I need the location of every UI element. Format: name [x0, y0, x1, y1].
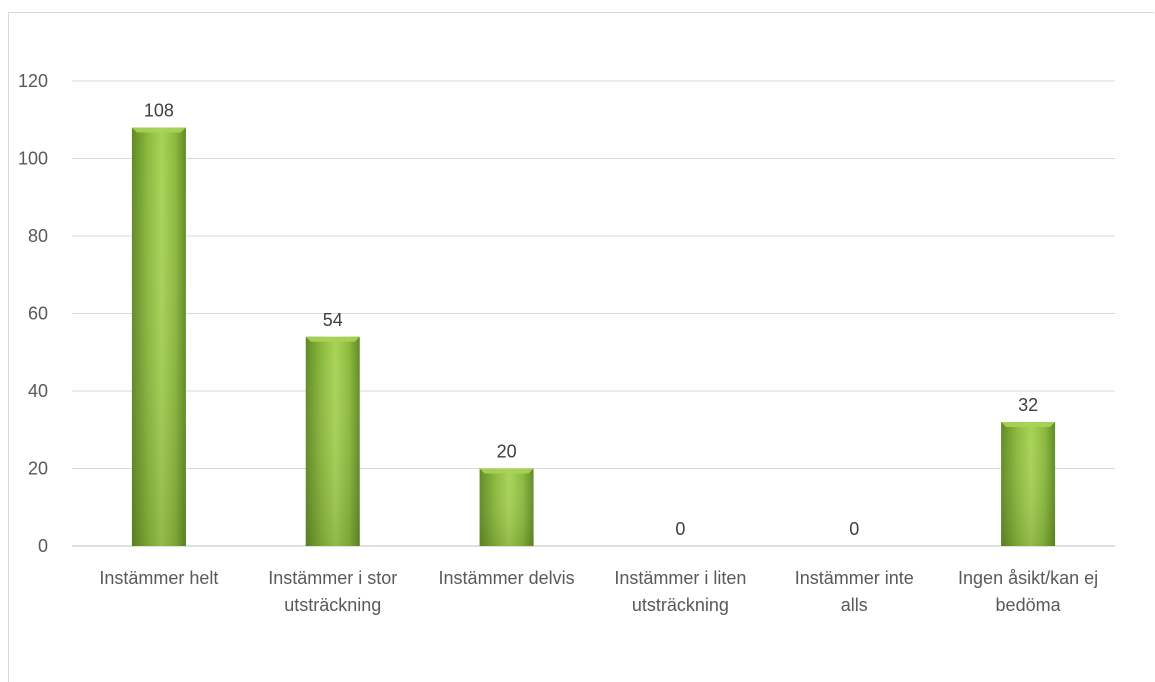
- bar-bevel: [305, 336, 360, 342]
- x-category-label: Instämmer i stor utsträckning: [268, 568, 397, 615]
- data-label: 108: [144, 101, 174, 121]
- y-tick-label: 120: [18, 71, 48, 91]
- bar-bevel: [479, 468, 534, 474]
- bar-bevel: [1001, 422, 1056, 427]
- x-category-label: Instämmer i liten utsträckning: [614, 568, 746, 615]
- data-label: 0: [675, 519, 685, 539]
- bar: [1001, 422, 1056, 546]
- gridlines: [72, 80, 1115, 547]
- x-category-label: Instämmer helt: [99, 568, 218, 588]
- y-tick-label: 80: [28, 226, 48, 246]
- data-label: 20: [497, 442, 517, 462]
- data-label: 0: [849, 519, 859, 539]
- bar: [305, 336, 360, 546]
- y-tick-label: 0: [38, 536, 48, 556]
- bar: [479, 468, 534, 546]
- bars: [131, 127, 1056, 546]
- x-axis-categories: Instämmer helt Instämmer i stor utsträckni…: [99, 568, 1098, 615]
- x-category-label: Ingen åsikt/kan ej bedöma: [958, 568, 1098, 615]
- y-tick-label: 60: [28, 304, 48, 324]
- bar-shade: [1001, 422, 1056, 546]
- y-tick-label: 100: [18, 149, 48, 169]
- bar-shade: [131, 127, 186, 546]
- y-tick-label: 20: [28, 459, 48, 479]
- chart-frame: [8, 12, 1154, 682]
- y-tick-label: 40: [28, 381, 48, 401]
- data-label: 54: [323, 310, 343, 330]
- bar-bevel: [131, 127, 186, 133]
- bar-shade: [305, 336, 360, 546]
- data-labels: 108 54 20 0 0 32: [144, 101, 1038, 540]
- x-category-label: Instämmer inte alls: [795, 568, 914, 615]
- y-axis-ticks: 0 20 40 60 80 100 120: [18, 71, 48, 556]
- bar: [131, 127, 186, 546]
- x-category-label: Instämmer delvis: [439, 568, 575, 588]
- bar-shade: [479, 468, 534, 546]
- data-label: 32: [1018, 395, 1038, 415]
